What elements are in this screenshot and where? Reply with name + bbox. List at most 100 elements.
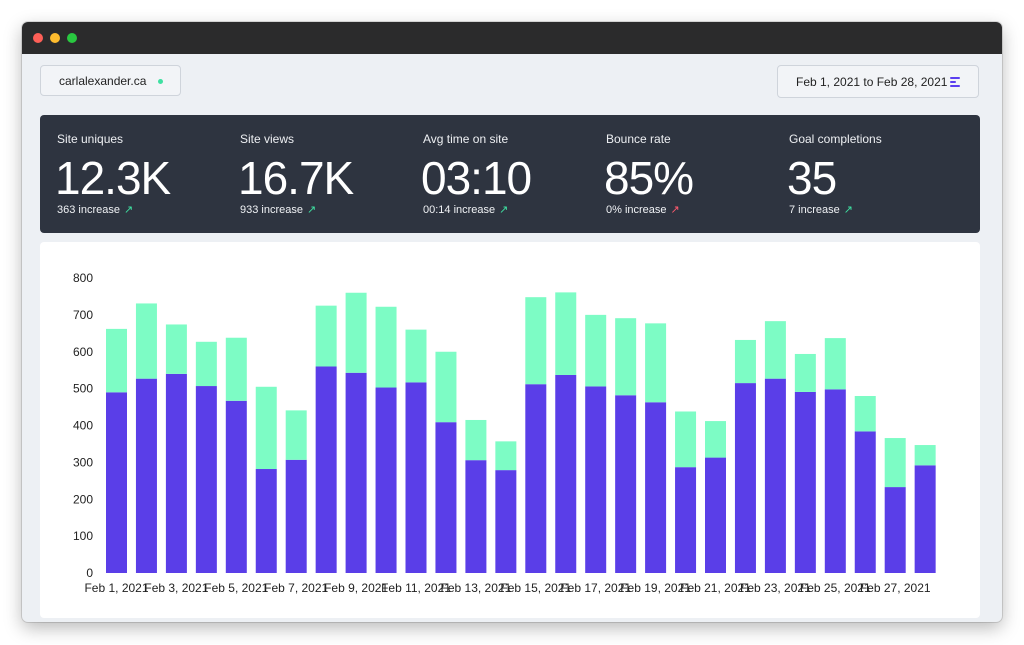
- bar-segment-secondary[interactable]: [405, 329, 427, 383]
- bar-segment-secondary[interactable]: [375, 306, 397, 388]
- x-tick-label: Feb 19, 2021: [620, 581, 691, 595]
- bar-segment-secondary[interactable]: [675, 411, 697, 468]
- bar-segment-primary[interactable]: [375, 387, 397, 573]
- bar-segment-secondary[interactable]: [495, 441, 517, 471]
- bar-segment-primary[interactable]: [854, 431, 876, 573]
- bar-segment-primary[interactable]: [225, 400, 247, 573]
- bar-segment-primary[interactable]: [555, 374, 577, 573]
- bar-segment-primary[interactable]: [585, 386, 607, 573]
- x-tick-label: Feb 15, 2021: [500, 581, 571, 595]
- y-tick-label: 100: [73, 529, 93, 543]
- y-tick-label: 400: [73, 419, 93, 433]
- date-range-picker[interactable]: Feb 1, 2021 to Feb 28, 2021: [777, 65, 979, 98]
- stat-delta: 00:14 increase ↗: [423, 204, 509, 216]
- bar-segment-primary[interactable]: [675, 467, 697, 573]
- stat-delta: 363 increase ↗: [57, 204, 134, 216]
- bar-segment-secondary[interactable]: [165, 324, 187, 374]
- app-window: carlalexander.ca Feb 1, 2021 to Feb 28, …: [22, 22, 1002, 622]
- bar-segment-primary[interactable]: [195, 386, 217, 573]
- bar-segment-secondary[interactable]: [195, 341, 217, 387]
- stat-value: 85%: [604, 152, 694, 204]
- stat-avg-time: Avg time on site 03:10 00:14 increase ↗: [421, 115, 603, 233]
- bar-segment-secondary[interactable]: [285, 410, 307, 460]
- x-tick-label: Feb 5, 2021: [204, 581, 268, 595]
- y-tick-label: 0: [86, 566, 93, 580]
- trend-arrow-icon: ↗: [843, 204, 853, 216]
- stat-delta: 0% increase ↗: [606, 204, 680, 216]
- bar-segment-secondary[interactable]: [225, 337, 247, 401]
- site-status-dot: [158, 79, 163, 84]
- zoom-window-button[interactable]: [67, 33, 77, 43]
- y-tick-label: 800: [73, 271, 93, 285]
- bar-segment-primary[interactable]: [525, 384, 547, 573]
- bar-segment-secondary[interactable]: [315, 305, 337, 367]
- x-tick-label: Feb 17, 2021: [560, 581, 631, 595]
- bar-segment-primary[interactable]: [615, 395, 637, 573]
- stat-site-uniques: Site uniques 12.3K 363 increase ↗: [55, 115, 237, 233]
- bar-segment-primary[interactable]: [645, 402, 667, 573]
- bar-segment-primary[interactable]: [405, 382, 427, 573]
- stat-label: Avg time on site: [423, 132, 509, 146]
- bar-segment-secondary[interactable]: [615, 318, 637, 396]
- bar-segment-primary[interactable]: [106, 392, 127, 573]
- bar-segment-primary[interactable]: [255, 469, 277, 573]
- bar-segment-secondary[interactable]: [255, 386, 277, 470]
- bar-segment-primary[interactable]: [914, 465, 936, 573]
- y-tick-label: 700: [73, 308, 93, 322]
- bar-segment-secondary[interactable]: [345, 292, 367, 373]
- bar-segment-primary[interactable]: [794, 391, 816, 573]
- bar-segment-secondary[interactable]: [525, 297, 547, 385]
- bar-segment-primary[interactable]: [165, 373, 187, 573]
- x-tick-label: Feb 25, 2021: [800, 581, 871, 595]
- trend-arrow-icon: ↗: [307, 204, 317, 216]
- bar-segment-primary[interactable]: [734, 383, 756, 573]
- bar-segment-secondary[interactable]: [734, 339, 756, 384]
- x-tick-label: Feb 13, 2021: [441, 581, 512, 595]
- bar-segment-secondary[interactable]: [585, 314, 607, 387]
- bar-segment-primary[interactable]: [345, 372, 367, 573]
- bar-segment-secondary[interactable]: [465, 419, 487, 461]
- site-name: carlalexander.ca: [59, 73, 147, 88]
- y-tick-label: 500: [73, 382, 93, 396]
- stat-goal-completions: Goal completions 35 7 increase ↗: [787, 115, 969, 233]
- trend-arrow-icon: ↗: [124, 204, 134, 216]
- bar-segment-secondary[interactable]: [884, 438, 906, 488]
- bar-segment-secondary[interactable]: [824, 338, 846, 390]
- bar-segment-primary[interactable]: [764, 378, 786, 573]
- x-tick-label: Feb 11, 2021: [381, 581, 451, 595]
- bar-segment-primary[interactable]: [705, 457, 726, 573]
- stat-site-views: Site views 16.7K 933 increase ↗: [238, 115, 420, 233]
- stat-value: 16.7K: [238, 152, 354, 204]
- date-range-label: Feb 1, 2021 to Feb 28, 2021: [796, 74, 948, 89]
- bar-segment-secondary[interactable]: [106, 328, 127, 393]
- stat-delta: 7 increase ↗: [789, 204, 853, 216]
- bar-segment-primary[interactable]: [465, 460, 487, 573]
- bar-segment-secondary[interactable]: [135, 303, 157, 379]
- bar-segment-secondary[interactable]: [764, 321, 786, 379]
- bar-segment-secondary[interactable]: [435, 351, 457, 423]
- stats-panel: Site uniques 12.3K 363 increase ↗ Site vi…: [40, 115, 980, 233]
- stat-label: Site views: [240, 132, 295, 146]
- bar-segment-secondary[interactable]: [705, 421, 726, 458]
- bar-segment-primary[interactable]: [824, 389, 846, 573]
- stat-bounce-rate: Bounce rate 85% 0% increase ↗: [604, 115, 786, 233]
- y-tick-label: 200: [73, 492, 93, 506]
- bar-segment-secondary[interactable]: [854, 396, 876, 432]
- bar-segment-primary[interactable]: [135, 378, 157, 573]
- bar-segment-primary[interactable]: [884, 487, 906, 573]
- y-tick-label: 300: [73, 455, 93, 469]
- stat-value: 12.3K: [55, 152, 171, 204]
- site-selector[interactable]: carlalexander.ca: [40, 65, 181, 96]
- bar-segment-secondary[interactable]: [914, 445, 936, 466]
- close-window-button[interactable]: [33, 33, 43, 43]
- bar-segment-primary[interactable]: [315, 366, 337, 574]
- bar-segment-primary[interactable]: [495, 470, 517, 573]
- stat-label: Site uniques: [57, 132, 124, 146]
- bar-segment-primary[interactable]: [435, 422, 457, 573]
- bar-segment-secondary[interactable]: [645, 323, 667, 403]
- x-tick-label: Feb 1, 2021: [84, 581, 148, 595]
- bar-segment-secondary[interactable]: [794, 353, 816, 392]
- bar-segment-primary[interactable]: [285, 459, 307, 573]
- bar-segment-secondary[interactable]: [555, 292, 577, 375]
- minimize-window-button[interactable]: [50, 33, 60, 43]
